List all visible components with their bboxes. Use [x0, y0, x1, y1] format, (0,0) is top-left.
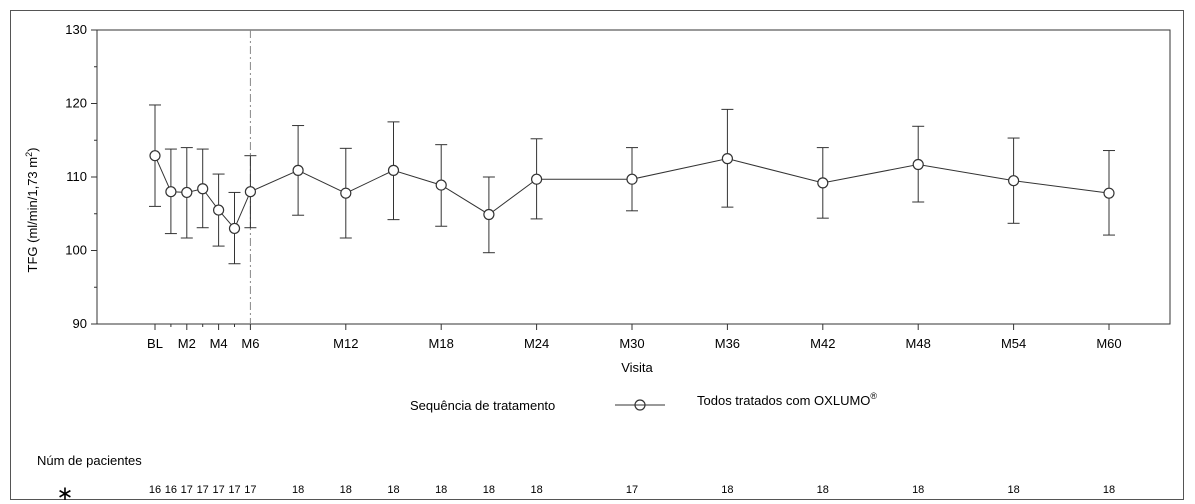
- legend: Sequência de tratamento Todos tratados c…: [410, 391, 877, 413]
- data-point-21: [483, 208, 495, 221]
- patient-count-15: 18: [387, 484, 399, 496]
- patients-table-title: Núm de pacientes: [37, 453, 142, 468]
- x-tick-label-M48: M48: [906, 336, 931, 351]
- data-point-18: [435, 179, 447, 191]
- data-point-0: [149, 150, 161, 162]
- x-tick-label-M30: M30: [619, 336, 644, 351]
- data-point-6: [244, 186, 256, 198]
- x-tick-label-BL: BL: [147, 336, 163, 351]
- legend-marker-sample: [634, 399, 646, 411]
- data-point-1: [165, 186, 177, 198]
- data-point-48: [912, 158, 924, 171]
- data-point-60: [1103, 187, 1115, 199]
- y-tick-label-90: 90: [73, 316, 87, 331]
- patient-count-6: 17: [244, 484, 256, 496]
- data-point-9: [292, 164, 304, 176]
- y-axis-title-superscript: 2: [24, 152, 34, 157]
- y-tick-label-100: 100: [65, 243, 87, 258]
- data-point-42: [817, 177, 829, 189]
- data-point-36: [721, 153, 734, 165]
- patient-count-4: 17: [212, 484, 224, 496]
- patient-count-1: 16: [165, 484, 177, 496]
- data-point-12: [340, 187, 352, 199]
- patient-count-54: 18: [1007, 484, 1019, 496]
- patient-count-18: 18: [435, 484, 447, 496]
- patient-count-42: 18: [817, 484, 829, 496]
- legend-series-label: Todos tratados com OXLUMO®: [697, 391, 877, 408]
- patient-count-3: 17: [197, 484, 209, 496]
- legend-title: Sequência de tratamento: [410, 398, 555, 413]
- patient-count-30: 17: [626, 484, 638, 496]
- patient-count-9: 18: [292, 484, 304, 496]
- data-point-15: [387, 164, 400, 176]
- x-tick-label-M6: M6: [241, 336, 259, 351]
- patient-count-36: 18: [721, 484, 733, 496]
- y-tick-label-120: 120: [65, 96, 87, 111]
- patient-count-2: 17: [181, 484, 193, 496]
- figure-border: [10, 10, 1184, 500]
- x-tick-label-M24: M24: [524, 336, 549, 351]
- x-tick-label-M4: M4: [210, 336, 228, 351]
- y-axis-title-main: TFG (ml/min/1,73 m: [25, 157, 40, 273]
- x-tick-label-M54: M54: [1001, 336, 1026, 351]
- y-axis-title-tail: ): [25, 148, 40, 152]
- data-point-30: [626, 173, 638, 185]
- patients-counts-row: 16 16 17 17 17 17 17 18 18 18 18 18 18 17 18 18 18 18 18: [149, 484, 1115, 496]
- data-point-3: [197, 183, 209, 195]
- patient-count-21: 18: [483, 484, 495, 496]
- x-tick-label-M36: M36: [715, 336, 740, 351]
- data-point-5: [228, 222, 241, 235]
- y-axis-title: TFG (ml/min/1,73 m2): [24, 148, 40, 273]
- axes-layer: 90 100 110 120 130 BL M2 M4 M6 M12 M18 M24 M30 M36 M42…: [65, 22, 1171, 351]
- patient-count-0: 16: [149, 484, 161, 496]
- patient-count-60: 18: [1103, 484, 1115, 496]
- x-tick-label-M12: M12: [333, 336, 358, 351]
- patients-row-symbol: ∗: [57, 481, 74, 504]
- data-point-4: [213, 204, 225, 216]
- legend-series-name: Todos tratados com OXLUMO: [697, 393, 870, 408]
- data-point-24: [530, 173, 543, 185]
- y-tick-label-110: 110: [66, 169, 87, 184]
- series-layer: [149, 104, 1115, 265]
- x-tick-label-M42: M42: [810, 336, 835, 351]
- x-tick-label-M18: M18: [429, 336, 454, 351]
- y-tick-label-130: 130: [65, 22, 87, 37]
- patient-count-24: 18: [530, 484, 542, 496]
- data-point-54: [1007, 175, 1020, 187]
- patient-count-5: 17: [228, 484, 240, 496]
- patient-count-48: 18: [912, 484, 924, 496]
- x-axis-title: Visita: [621, 360, 653, 375]
- data-point-2: [181, 186, 193, 199]
- legend-registered-mark: ®: [870, 391, 877, 401]
- x-tick-label-M2: M2: [178, 336, 196, 351]
- x-tick-label-M60: M60: [1096, 336, 1121, 351]
- patient-count-12: 18: [340, 484, 352, 496]
